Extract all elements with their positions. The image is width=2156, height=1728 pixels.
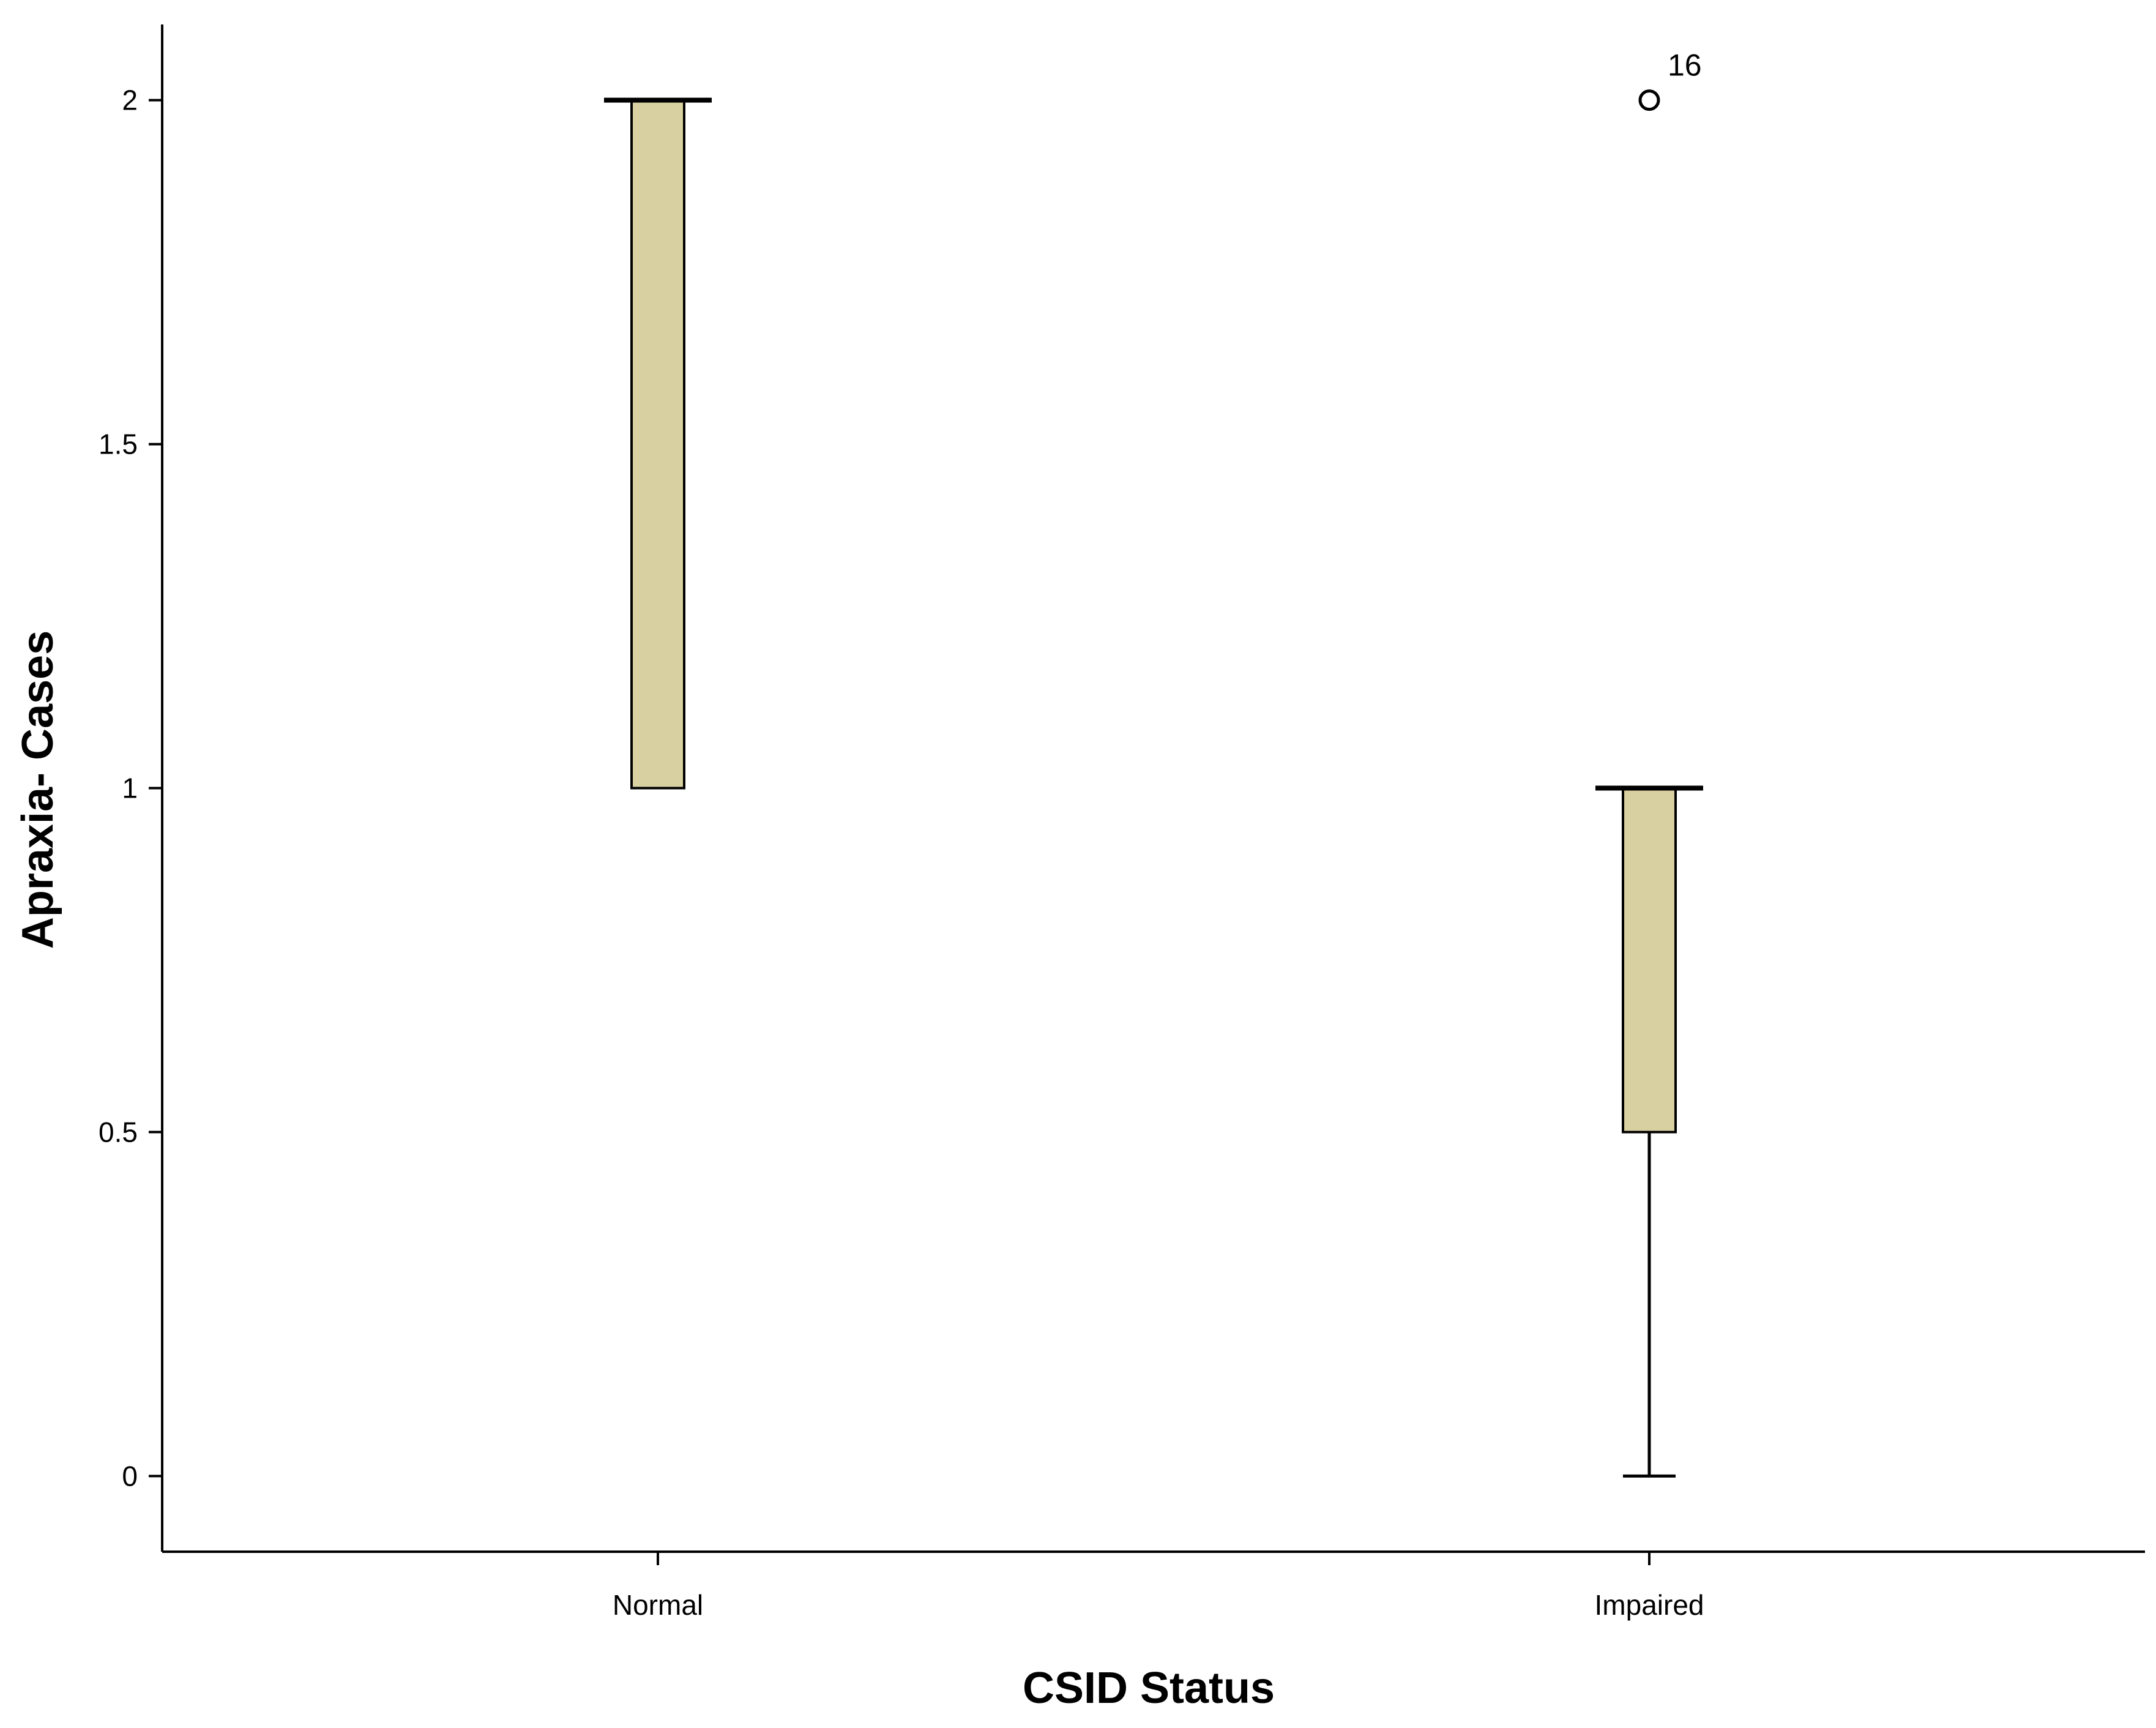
y-tick-label: 0.5 xyxy=(99,1116,138,1148)
y-axis-title: Apraxia- Cases xyxy=(13,630,62,949)
box-normal xyxy=(604,97,712,790)
box-body xyxy=(1622,787,1677,1134)
outlier-point xyxy=(1638,89,1660,111)
axis-labels: CSID Status Apraxia- Cases xyxy=(13,630,1275,1713)
y-tick-label: 1.5 xyxy=(99,428,138,460)
outlier-label: 16 xyxy=(1668,48,1702,83)
y-tick-label: 2 xyxy=(122,84,138,116)
x-axis-title: CSID Status xyxy=(1023,1664,1275,1713)
box-impaired: 16 xyxy=(1595,48,1703,1478)
y-tick-label: 1 xyxy=(122,772,138,804)
x-tick-label: Normal xyxy=(613,1589,703,1621)
plot-area: 16 xyxy=(604,48,1703,1478)
x-tick-label: Impaired xyxy=(1595,1589,1704,1621)
box-body xyxy=(630,99,685,790)
axes: 0 0.5 1 1.5 2 Normal Impaired xyxy=(99,24,2145,1621)
y-tick-label: 0 xyxy=(122,1460,138,1492)
